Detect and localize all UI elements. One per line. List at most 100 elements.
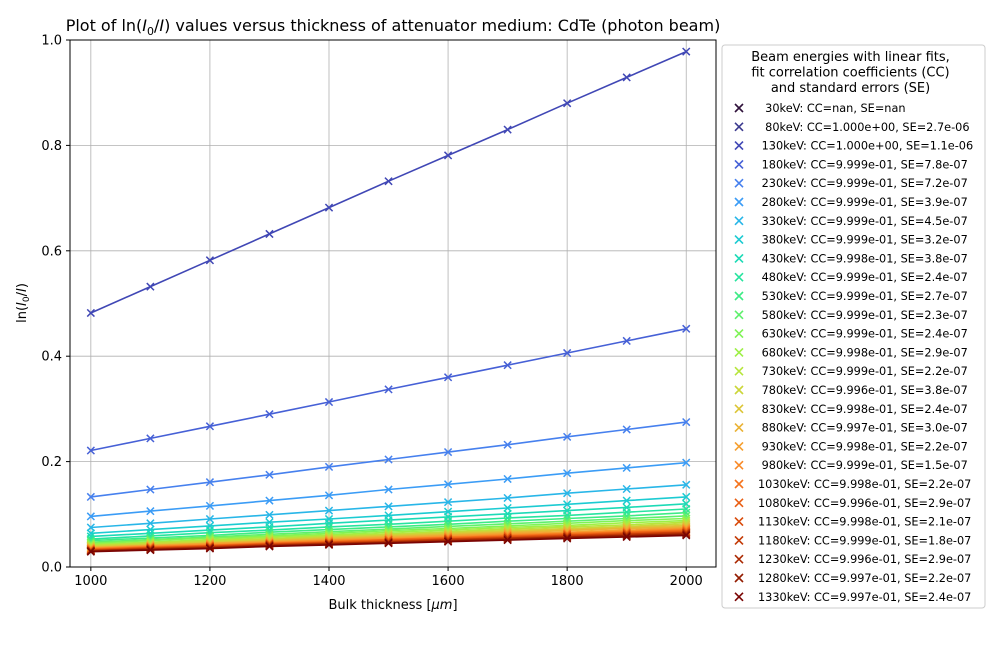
legend-marker (734, 197, 744, 207)
legend-marker (734, 404, 744, 414)
xlabel-text: Bulk thickness [ (328, 598, 431, 613)
data-point (563, 500, 572, 509)
x-tick-label: 1000 (74, 574, 107, 589)
axes: 1000 1200 1400 1600 1800 2000 0.0 0.2 0.4 0.6 0.8 1… (41, 34, 717, 589)
data-point (682, 47, 691, 56)
data-point (324, 506, 334, 515)
legend-marker (734, 479, 744, 489)
x-tick-label: 1200 (193, 574, 226, 589)
legend-entry: 230keV: CC=9.999e-01, SE=7.2e-07 (758, 177, 968, 190)
series-10 (86, 508, 691, 545)
data-point (265, 410, 274, 419)
data-point (443, 480, 453, 489)
data-point (205, 422, 215, 431)
data-point (563, 534, 572, 543)
y-tick-label: 0.0 (41, 561, 62, 576)
legend-title-line: Beam energies with linear fits, (751, 50, 950, 65)
data-point (443, 447, 453, 457)
data-point (86, 492, 95, 502)
data-point (384, 455, 393, 464)
title-i: I (159, 16, 164, 35)
data-point (205, 544, 215, 553)
data-point (324, 462, 334, 472)
legend-marker (734, 329, 744, 339)
ylabel-i0-sub: 0 (22, 296, 32, 302)
y-tick-label: 1.0 (41, 34, 62, 49)
data-point (622, 508, 631, 517)
x-tick-label: 2000 (670, 574, 703, 589)
legend-marker (734, 178, 744, 188)
data-point (384, 502, 393, 511)
data-point (86, 512, 95, 521)
x-tick-label: 1400 (312, 574, 345, 589)
data-point (563, 489, 572, 498)
legend-marker (734, 441, 744, 451)
ylabel-i0: I (15, 302, 30, 306)
series-6 (86, 480, 691, 532)
legend-entry: 780keV: CC=9.996e-01, SE=3.8e-07 (758, 384, 968, 397)
series-2 (86, 47, 691, 318)
legend-entry: 180keV: CC=9.999e-01, SE=7.8e-07 (758, 158, 968, 171)
data-point (146, 546, 155, 555)
legend-entry: 130keV: CC=1.000e+00, SE=1.1e-06 (758, 140, 973, 153)
data-point (622, 463, 631, 473)
data-point (443, 373, 453, 382)
ylabel-prefix: ln( (15, 306, 30, 323)
legend-marker (734, 103, 744, 113)
series-7 (86, 492, 691, 538)
data-point (384, 539, 393, 548)
data-point (146, 525, 155, 534)
y-tick-label: 0.6 (41, 244, 62, 259)
data-point (205, 256, 215, 265)
data-point (324, 540, 334, 549)
legend-entry: 430keV: CC=9.998e-01, SE=3.8e-07 (758, 252, 968, 265)
plot-frame (69, 39, 717, 568)
data-point (682, 458, 691, 467)
data-point (503, 474, 512, 484)
data-point (324, 491, 334, 500)
series-layer (86, 47, 691, 556)
title-suffix: ) values versus thickness of attenuator … (164, 16, 720, 35)
ylabel-i: I (15, 288, 30, 292)
legend-entry: 630keV: CC=9.999e-01, SE=2.4e-07 (758, 328, 968, 341)
legend-entry: 1030keV: CC=9.998e-01, SE=2.2e-07 (758, 478, 971, 491)
data-point (265, 510, 274, 519)
data-point (622, 484, 631, 494)
legend-entry: 1330keV: CC=9.997e-01, SE=2.4e-07 (758, 591, 971, 604)
data-point (563, 432, 572, 441)
data-point (443, 151, 453, 160)
data-point (146, 485, 155, 494)
data-point (503, 535, 512, 545)
data-point (146, 519, 155, 528)
data-point (503, 361, 512, 370)
y-axis-label: ln(I0/I) (15, 283, 32, 323)
data-point (682, 492, 691, 502)
legend-entry: 530keV: CC=9.999e-01, SE=2.7e-07 (758, 290, 968, 303)
legend-marker (734, 291, 744, 301)
data-point (682, 480, 691, 489)
series-3 (86, 324, 691, 455)
data-point (563, 99, 572, 108)
ylabel-slash: / (15, 291, 30, 296)
data-point (265, 470, 274, 479)
legend-entry: 380keV: CC=9.999e-01, SE=3.2e-07 (758, 234, 968, 247)
data-point (324, 519, 334, 528)
title-i0: I (142, 16, 147, 35)
data-point (384, 385, 393, 394)
legend-marker (734, 554, 744, 564)
chart-title: Plot of ln(I0/I) values versus thickness… (66, 16, 721, 38)
legend-marker (734, 498, 744, 508)
data-point (622, 532, 631, 542)
legend-entry: 680keV: CC=9.998e-01, SE=2.9e-07 (758, 346, 968, 359)
title-slash: / (154, 16, 160, 35)
legend-marker (734, 535, 744, 545)
data-point (86, 547, 95, 556)
y-tick-label: 0.4 (41, 350, 62, 365)
legend-entry: 1180keV: CC=9.999e-01, SE=1.8e-07 (758, 534, 971, 547)
data-point (324, 203, 334, 212)
legend-marker (734, 253, 744, 263)
xlabel-unit: μm (431, 598, 453, 613)
data-point (146, 507, 155, 516)
data-point (384, 177, 393, 186)
